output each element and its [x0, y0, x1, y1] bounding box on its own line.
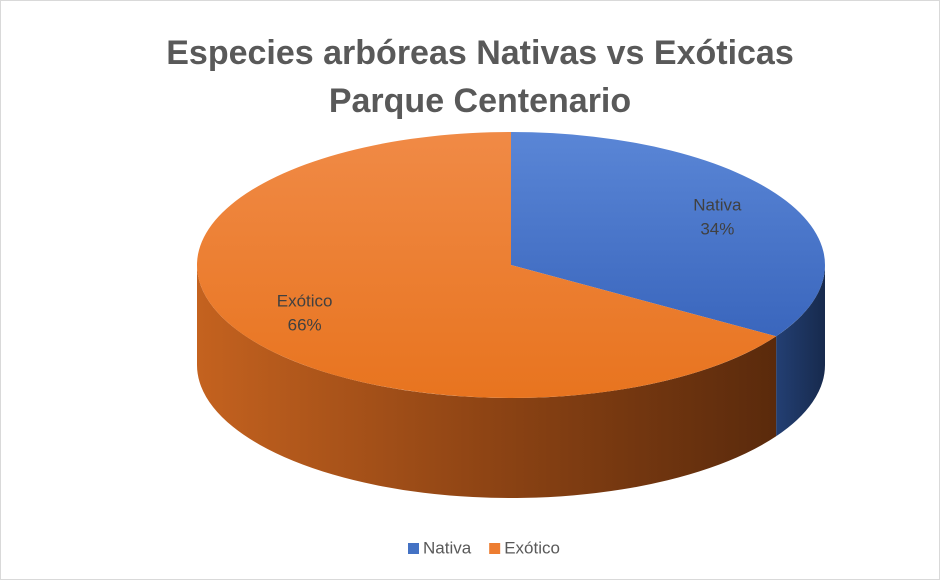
chart-title: Especies arbóreas Nativas vs Exóticas	[166, 34, 794, 72]
legend-label: Nativa	[423, 538, 472, 557]
chart-title: Parque Centenario	[329, 82, 631, 120]
legend: Nativa Exótico	[408, 538, 560, 557]
legend-label: Exótico	[504, 538, 560, 557]
data-label: 34%	[700, 219, 734, 238]
data-label-name: Exótico	[277, 292, 333, 311]
pie-slice	[511, 132, 825, 337]
legend-swatch	[489, 543, 501, 554]
pie-side	[196, 265, 777, 498]
legend-swatch	[408, 543, 419, 554]
pie: Nativa 34% Exótico 66%	[196, 132, 825, 498]
pie-side	[776, 265, 825, 437]
data-label-name: Nativa	[693, 195, 742, 214]
pie-slice	[196, 132, 777, 399]
data-label: 66%	[288, 316, 322, 335]
